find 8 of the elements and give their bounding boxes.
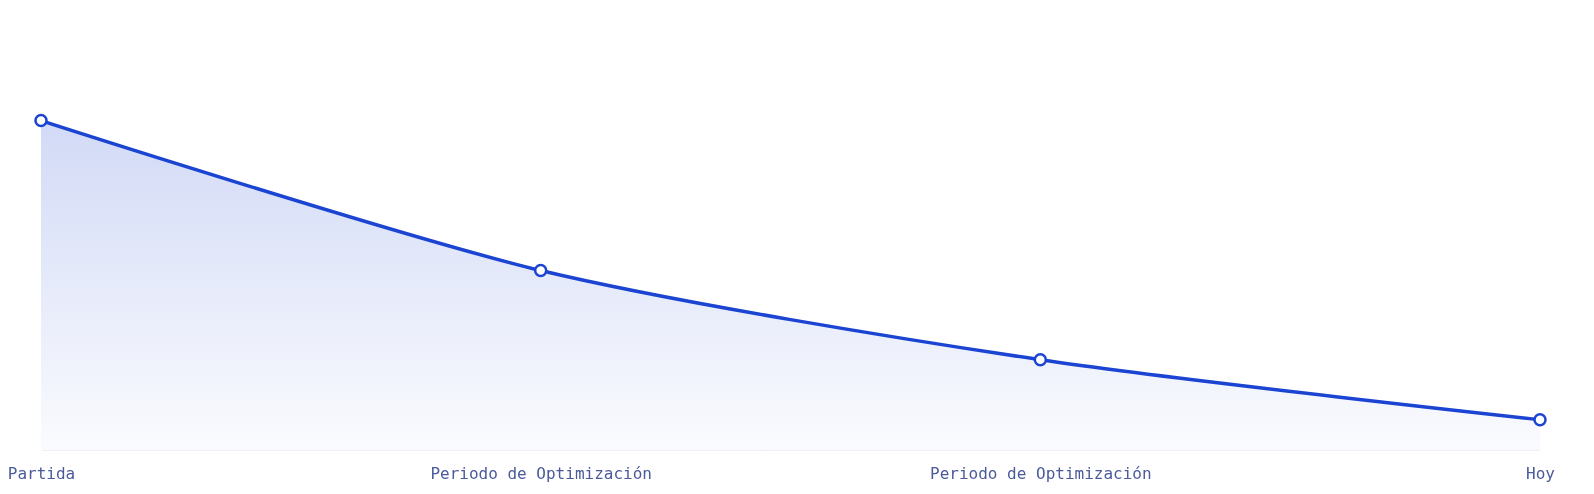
- x-tick-label: Periodo de Optimización: [430, 463, 652, 483]
- x-tick-label: Periodo de Optimización: [930, 463, 1152, 483]
- x-tick-label: Partida: [7, 463, 76, 483]
- x-tick-label: Hoy: [1526, 463, 1556, 483]
- point: [1033, 352, 1048, 367]
- point: [533, 263, 548, 278]
- point: [34, 113, 48, 128]
- point: [1533, 412, 1547, 427]
